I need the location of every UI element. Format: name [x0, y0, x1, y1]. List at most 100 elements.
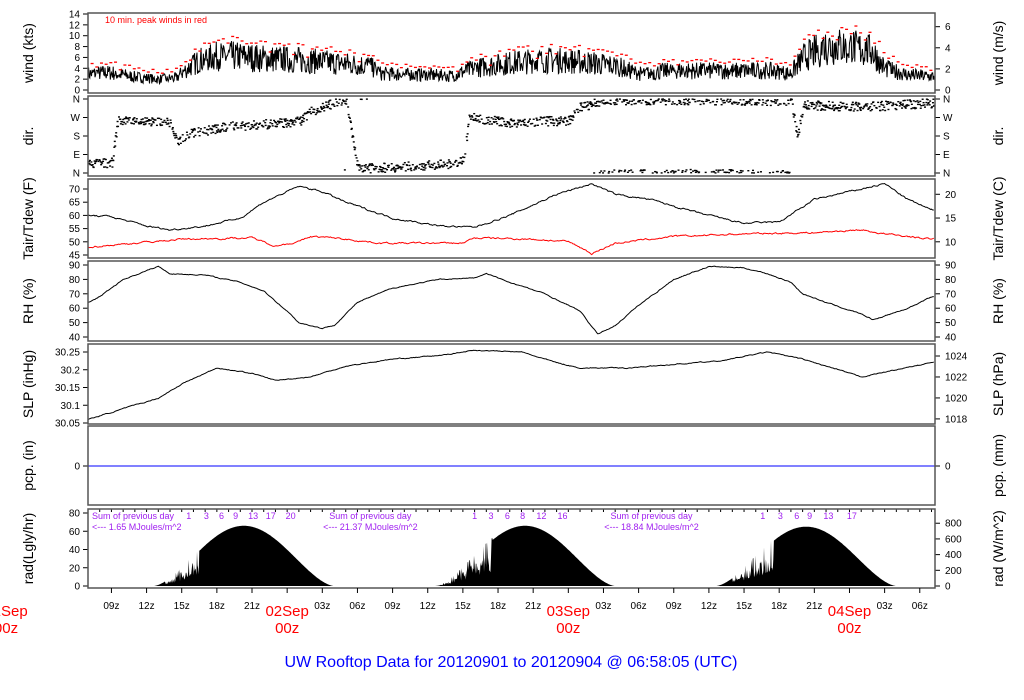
direction-point: [433, 168, 436, 170]
direction-point: [674, 170, 677, 173]
direction-point: [833, 109, 836, 112]
direction-point: [113, 140, 116, 143]
direction-point: [224, 123, 227, 126]
y-tick-label-right: 4: [945, 43, 951, 54]
direction-point: [516, 122, 519, 124]
direction-point: [384, 167, 387, 170]
direction-point: [745, 102, 748, 105]
pressure-panel: SLP (inHg) SLP (hPa) 30.05 30.1 30.15 30.2 30.…: [20, 343, 1006, 430]
direction-point: [641, 99, 644, 101]
peak-wind-mark: [90, 62, 94, 65]
peak-wind-mark: [259, 40, 263, 42]
panel-frame: [87, 508, 936, 589]
y-axis-label: wind (kts): [20, 23, 36, 84]
direction-point: [757, 102, 760, 104]
direction-point: [437, 163, 440, 165]
direction-point: [568, 118, 571, 120]
direction-point: [899, 102, 902, 105]
direction-point: [319, 106, 322, 108]
direction-point: [446, 164, 449, 167]
direction-point: [780, 171, 783, 174]
direction-point: [676, 103, 679, 106]
peak-wind-mark: [418, 65, 422, 68]
peak-wind-mark: [132, 68, 136, 70]
peak-wind-mark: [592, 49, 596, 51]
date-label: 02Sep: [265, 603, 308, 620]
peak-wind-mark: [573, 46, 577, 48]
direction-point: [286, 119, 289, 122]
direction-point: [517, 119, 520, 121]
direction-point: [383, 162, 386, 165]
direction-point: [326, 105, 329, 108]
direction-point: [150, 125, 153, 127]
peak-wind-mark: [756, 60, 760, 62]
peak-wind-mark: [95, 66, 99, 68]
direction-point: [501, 117, 504, 119]
direction-point: [315, 112, 318, 114]
panel-frame: [87, 12, 936, 94]
direction-point: [165, 123, 168, 125]
direction-point: [882, 104, 885, 106]
direction-point: [627, 102, 630, 104]
peak-wind-mark: [362, 53, 366, 56]
direction-point: [269, 122, 272, 124]
direction-point: [616, 100, 619, 102]
direction-point: [618, 169, 621, 172]
direction-point: [316, 109, 319, 112]
peak-wind-mark: [718, 61, 722, 63]
direction-point: [702, 101, 705, 103]
tdew-series-line: [88, 229, 935, 256]
direction-point: [161, 124, 164, 126]
direction-point: [310, 106, 313, 109]
direction-point: [672, 172, 675, 174]
x-tick-label: 03z: [595, 601, 611, 612]
y-tick-label: 30.1: [61, 401, 81, 412]
direction-point: [534, 124, 537, 127]
direction-point: [670, 171, 673, 173]
direction-point: [507, 121, 510, 124]
direction-point: [358, 164, 361, 166]
direction-point: [450, 165, 453, 168]
direction-point: [784, 171, 787, 174]
direction-point: [354, 147, 357, 149]
direction-point: [313, 108, 316, 111]
direction-point: [625, 104, 628, 106]
direction-point: [728, 169, 731, 171]
peak-wind-mark: [596, 48, 600, 51]
direction-point: [879, 101, 882, 104]
direction-point: [144, 117, 147, 119]
direction-point: [858, 103, 861, 105]
y-tick-label: 30.25: [55, 348, 80, 359]
direction-point: [560, 118, 563, 120]
peak-wind-mark: [845, 28, 849, 30]
y-tick-label: W: [71, 113, 81, 124]
direction-point: [337, 102, 340, 104]
direction-point: [742, 99, 745, 101]
direction-point: [790, 98, 793, 101]
y-axis-label-right: Tair/Tdew (C): [990, 176, 1006, 260]
y-tick-label-right: 50: [945, 318, 957, 329]
direction-point: [615, 99, 618, 101]
peak-wind-mark: [507, 48, 511, 51]
direction-point: [595, 100, 598, 103]
direction-point: [800, 115, 803, 117]
direction-point: [551, 122, 554, 124]
direction-point: [455, 160, 458, 162]
direction-point: [288, 120, 291, 122]
direction-point: [852, 110, 855, 112]
direction-point: [637, 100, 640, 102]
direction-point: [217, 128, 220, 131]
x-tick-label: 21z: [525, 601, 541, 612]
peak-wind-mark: [273, 43, 277, 45]
direction-point: [623, 170, 626, 173]
direction-point: [197, 131, 200, 133]
direction-point: [906, 99, 909, 101]
direction-point: [911, 107, 914, 109]
direction-point: [110, 157, 113, 159]
direction-point: [253, 124, 256, 127]
direction-point: [913, 106, 916, 109]
y-tick-label-right: 15: [945, 214, 957, 225]
direction-point: [516, 123, 519, 126]
direction-point: [654, 170, 657, 173]
direction-point: [677, 169, 680, 171]
